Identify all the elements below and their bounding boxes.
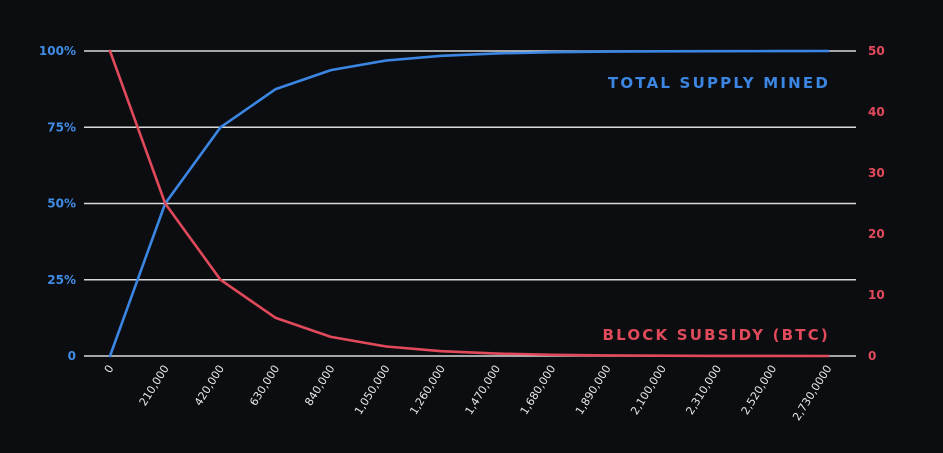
left-tick-label: 75%	[47, 120, 76, 134]
x-tick-label: 420,000	[192, 363, 227, 408]
x-tick-label: 630,000	[247, 363, 282, 408]
data-point	[108, 354, 112, 358]
data-point	[661, 354, 664, 357]
x-tick-label: 210,000	[137, 363, 172, 408]
x-tick-label: 1,890,000	[573, 363, 614, 417]
x-tick-label: 2,100,000	[628, 363, 669, 417]
data-point	[274, 87, 277, 91]
x-tick-label: 1,260,000	[407, 363, 448, 417]
data-point	[164, 202, 167, 205]
data-point	[550, 353, 554, 356]
data-point	[495, 52, 498, 55]
right-tick-label: 50	[868, 44, 885, 58]
data-point	[605, 50, 609, 53]
data-point	[826, 49, 830, 53]
data-point	[716, 354, 719, 358]
data-point	[274, 316, 277, 320]
x-tick-label: 2,730,0000	[790, 363, 834, 423]
data-point	[495, 352, 498, 355]
x-tick-label: 2,310,000	[683, 363, 724, 417]
data-point	[550, 50, 554, 54]
left-tick-label: 50%	[47, 197, 76, 211]
left-tick-label: 0	[68, 349, 76, 363]
data-point	[108, 49, 112, 53]
series-label-block-subsidy: BLOCK SUBSIDY (BTC)	[603, 326, 831, 344]
data-point	[771, 49, 774, 53]
data-point	[329, 68, 333, 72]
right-tick-label: 0	[868, 349, 876, 363]
left-y-axis: 0 25% 50% 75% 100%	[39, 44, 76, 363]
data-point	[716, 49, 719, 53]
left-tick-label: 100%	[39, 44, 76, 58]
x-tick-label: 0	[102, 363, 117, 376]
data-point	[605, 354, 609, 357]
data-point	[219, 278, 222, 281]
series-label-total-supply: TOTAL SUPPLY MINED	[608, 74, 830, 92]
x-tick-label: 1,050,000	[352, 363, 393, 417]
right-tick-label: 40	[868, 105, 885, 119]
x-tick-label: 2,520,000	[739, 363, 780, 417]
x-tick-label: 1,680,000	[518, 363, 559, 417]
data-point	[661, 50, 664, 53]
series-lines	[108, 49, 830, 358]
series-line-block-subsidy	[108, 49, 830, 358]
left-tick-label: 25%	[47, 273, 76, 287]
right-tick-label: 20	[868, 227, 885, 241]
data-point	[440, 54, 443, 57]
x-tick-label: 840,000	[302, 363, 337, 408]
data-point	[384, 59, 388, 62]
data-point	[219, 126, 222, 129]
right-tick-label: 10	[868, 288, 885, 302]
x-tick-label: 1,470,000	[462, 363, 503, 417]
right-y-axis: 0 10 20 30 40 50	[868, 44, 885, 363]
series-line-total-supply	[108, 49, 830, 358]
grid-lines	[84, 50, 856, 357]
right-tick-label: 30	[868, 166, 885, 180]
x-axis: 0 210,000 420,000 630,000 840,000 1,050,000 1,…	[102, 363, 835, 423]
data-point	[384, 345, 388, 348]
data-point	[440, 350, 443, 353]
data-point	[771, 354, 774, 358]
data-point	[826, 354, 830, 358]
data-point	[329, 335, 333, 339]
